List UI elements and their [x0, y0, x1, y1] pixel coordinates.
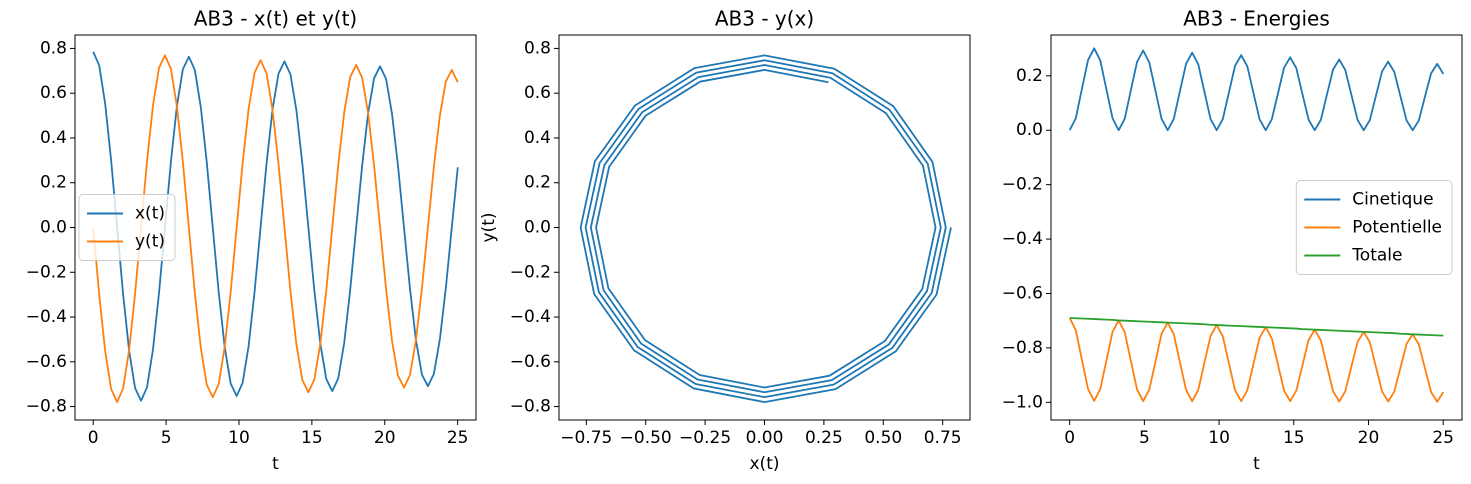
legend-box [78, 194, 176, 261]
y-tick-label: 0.0 [1016, 120, 1043, 140]
x-tick-label: 0.50 [864, 428, 902, 448]
data-line [1068, 317, 1445, 403]
data-line [92, 51, 459, 402]
y-tick-label: −0.8 [26, 397, 67, 417]
y-tick-label: −0.8 [1002, 338, 1043, 358]
legend-label: Potentielle [1352, 218, 1442, 238]
y-tick-label: 0.8 [524, 38, 551, 58]
y-axis-label: y(t) [479, 213, 499, 243]
y-tick-label: 0.4 [40, 128, 67, 148]
x-tick-label: −0.50 [620, 428, 672, 448]
legend-label: y(t) [135, 232, 165, 252]
plot-frame [1050, 34, 1463, 421]
y-tick-label: −0.4 [26, 307, 67, 327]
chart-title: AB3 - Energies [1183, 7, 1330, 31]
legend-label: Totale [1351, 246, 1402, 266]
y-tick-label: 0.0 [524, 218, 551, 238]
x-tick-label: 25 [447, 428, 469, 448]
x-axis-label: x(t) [750, 454, 780, 474]
y-tick-label: 0.2 [1016, 66, 1043, 86]
data-line [1068, 47, 1445, 132]
plot-frame [74, 34, 477, 421]
data-line [1069, 317, 1444, 337]
x-tick-label: 5 [1139, 428, 1150, 448]
data-line [579, 54, 952, 403]
y-tick-label: 0.2 [40, 173, 67, 193]
y-tick-label: 0.2 [524, 173, 551, 193]
x-tick-label: 10 [228, 428, 250, 448]
legend-label: x(t) [135, 204, 165, 224]
x-tick-label: 5 [161, 428, 172, 448]
y-tick-label: −0.2 [1002, 175, 1043, 195]
y-tick-label: 0.0 [40, 218, 67, 238]
x-tick-label: −0.75 [560, 428, 612, 448]
chart-title: AB3 - x(t) et y(t) [194, 7, 358, 31]
x-tick-label: 15 [1283, 428, 1305, 448]
x-tick-label: 0 [1064, 428, 1075, 448]
x-tick-label: 20 [374, 428, 396, 448]
data-line [92, 54, 459, 403]
legend: x(t) y(t) [78, 194, 176, 261]
x-tick-label: 0.00 [746, 428, 784, 448]
y-tick-label: 0.6 [40, 83, 67, 103]
x-axis-label: t [272, 454, 279, 474]
y-tick-label: −0.2 [26, 262, 67, 282]
y-tick-label: −0.6 [26, 352, 67, 372]
x-tick-label: 0.75 [924, 428, 962, 448]
y-tick-label: −1.0 [1002, 392, 1043, 412]
x-tick-label: 20 [1358, 428, 1380, 448]
y-tick-label: −0.4 [510, 307, 551, 327]
legend-label: Cinetique [1352, 190, 1433, 210]
x-tick-label: −0.25 [679, 428, 731, 448]
x-tick-label: 25 [1432, 428, 1454, 448]
x-tick-label: 10 [1208, 428, 1230, 448]
chart-title: AB3 - y(x) [715, 7, 814, 31]
plot-frame [558, 34, 971, 421]
y-tick-label: −0.8 [510, 397, 551, 417]
y-tick-label: −0.4 [1002, 229, 1043, 249]
y-tick-label: −0.6 [510, 352, 551, 372]
y-tick-label: −0.6 [1002, 283, 1043, 303]
y-tick-label: 0.4 [524, 128, 551, 148]
y-tick-label: 0.6 [524, 83, 551, 103]
y-tick-label: −0.2 [510, 262, 551, 282]
y-tick-label: 0.8 [40, 38, 67, 58]
x-tick-label: 0.25 [805, 428, 843, 448]
x-tick-label: 15 [301, 428, 323, 448]
x-tick-label: 0 [88, 428, 99, 448]
legend-box [1295, 180, 1453, 275]
legend: Cinetique Potentielle Totale [1295, 180, 1453, 275]
x-axis-label: t [1253, 454, 1260, 474]
